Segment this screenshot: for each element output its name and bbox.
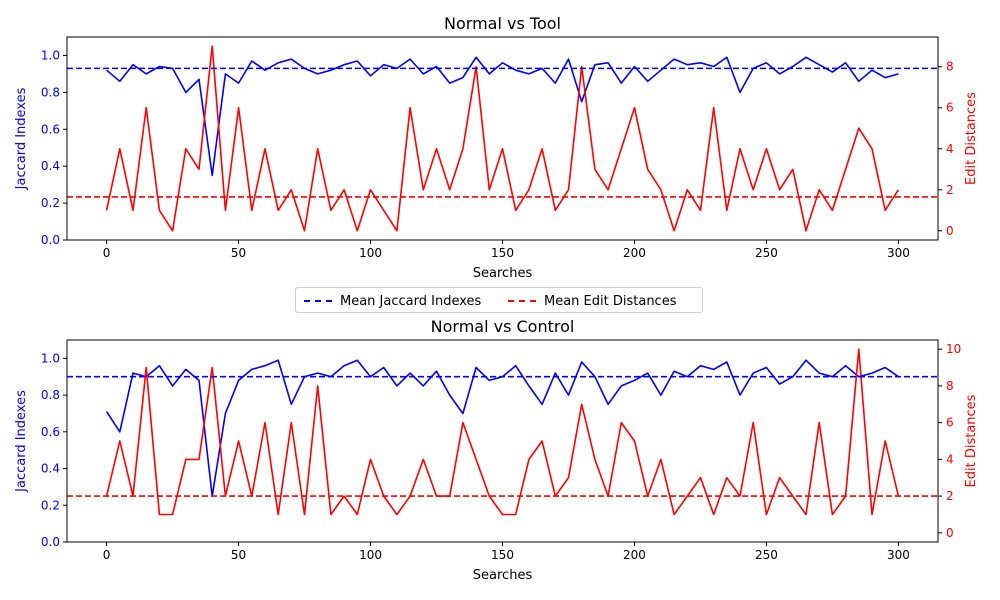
y-right-tick-label: 8 xyxy=(946,60,954,74)
y-left-tick-label: 0.2 xyxy=(41,196,60,210)
chart-panel-1: Normal vs Tool 0 50 100 150 200 250 300 Searches… xyxy=(14,14,979,281)
y-right-axis-label: Edit Distances xyxy=(964,92,979,185)
y-right-tick-label: 4 xyxy=(946,452,954,466)
y-left-tick-label: 0.6 xyxy=(41,122,60,136)
x-tick-label: 200 xyxy=(623,246,646,260)
y-left-tick-label: 0.8 xyxy=(41,85,60,99)
x-tick-label: 0 xyxy=(103,548,111,562)
y-left-tick-label: 1.0 xyxy=(41,48,60,62)
chart-title: Normal vs Tool xyxy=(444,14,561,33)
y-left-tick-label: 0.0 xyxy=(41,233,60,247)
chart-title: Normal vs Control xyxy=(431,317,575,336)
x-axis-label: Searches xyxy=(473,266,533,281)
x-tick-label: 100 xyxy=(359,246,382,260)
x-tick-label: 300 xyxy=(887,548,910,562)
y-left-tick-label: 0.0 xyxy=(41,535,60,549)
x-tick-label: 200 xyxy=(623,548,646,562)
plot-frame xyxy=(66,339,939,543)
y-right-tick-label: 0 xyxy=(946,224,954,238)
legend-label-mean-jaccard: Mean Jaccard Indexes xyxy=(340,293,482,309)
x-axis-label: Searches xyxy=(473,568,533,583)
x-tick-label: 250 xyxy=(755,246,778,260)
legend: Mean Jaccard Indexes Mean Edit Distances xyxy=(295,287,703,313)
x-tick-label: 50 xyxy=(231,246,246,260)
y-right-tick-label: 2 xyxy=(946,489,954,503)
y-right-axis-label: Edit Distances xyxy=(964,394,979,487)
y-right-tick-label: 0 xyxy=(946,526,954,540)
legend-item-mean-edit: Mean Edit Distances xyxy=(508,292,676,310)
y-left-axis-label: Jaccard Indexes xyxy=(14,390,29,493)
y-right-tick-label: 2 xyxy=(946,183,954,197)
y-left-tick-label: 0.4 xyxy=(41,462,60,476)
y-left-tick-label: 0.2 xyxy=(41,498,60,512)
y-right-tick-label: 8 xyxy=(946,379,954,393)
legend-item-mean-jaccard: Mean Jaccard Indexes xyxy=(304,292,481,310)
y-left-axis-label: Jaccard Indexes xyxy=(14,87,29,190)
y-left-tick-label: 0.6 xyxy=(41,425,60,439)
y-right-tick-label: 10 xyxy=(946,342,961,356)
legend-swatch-mean-jaccard xyxy=(304,300,332,302)
plot-frame xyxy=(66,36,939,241)
x-tick-label: 0 xyxy=(103,246,111,260)
series-line-jaccard xyxy=(105,359,899,497)
y-left-tick-label: 0.8 xyxy=(41,388,60,402)
y-right-tick-label: 6 xyxy=(946,416,954,430)
x-tick-label: 150 xyxy=(491,548,514,562)
y-right-tick-label: 6 xyxy=(946,101,954,115)
y-right-tick-label: 4 xyxy=(946,142,954,156)
series-line-jaccard xyxy=(106,56,899,177)
y-left-tick-label: 1.0 xyxy=(41,351,60,365)
series-line-edit xyxy=(105,348,900,516)
x-tick-label: 50 xyxy=(231,548,246,562)
x-tick-label: 150 xyxy=(491,246,514,260)
x-tick-label: 250 xyxy=(755,548,778,562)
x-tick-label: 100 xyxy=(359,548,382,562)
y-left-tick-label: 0.4 xyxy=(41,159,60,173)
legend-swatch-mean-edit xyxy=(508,300,536,302)
legend-label-mean-edit: Mean Edit Distances xyxy=(544,293,677,309)
x-tick-label: 300 xyxy=(887,246,910,260)
